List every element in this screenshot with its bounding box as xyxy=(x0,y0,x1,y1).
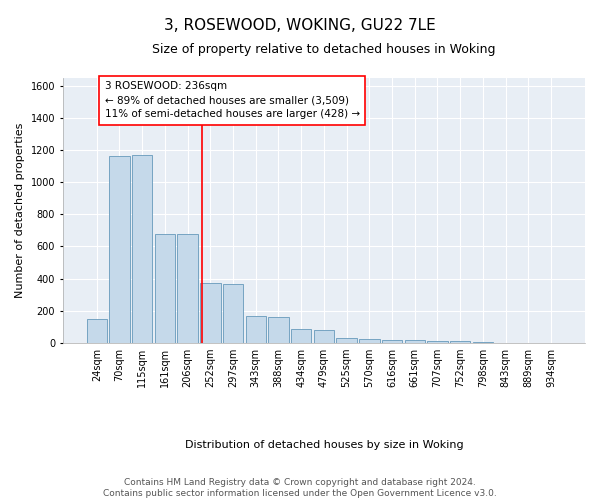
Bar xyxy=(178,234,198,343)
Bar xyxy=(382,340,402,343)
Text: 3 ROSEWOOD: 236sqm
← 89% of detached houses are smaller (3,509)
11% of semi-deta: 3 ROSEWOOD: 236sqm ← 89% of detached hou… xyxy=(104,82,360,120)
Bar xyxy=(268,317,289,343)
Bar xyxy=(200,282,221,343)
Bar xyxy=(86,318,107,343)
Text: Contains HM Land Registry data © Crown copyright and database right 2024.
Contai: Contains HM Land Registry data © Crown c… xyxy=(103,478,497,498)
Bar xyxy=(155,234,175,343)
Y-axis label: Number of detached properties: Number of detached properties xyxy=(15,122,25,298)
Bar xyxy=(359,339,380,343)
Bar xyxy=(337,338,357,343)
X-axis label: Distribution of detached houses by size in Woking: Distribution of detached houses by size … xyxy=(185,440,463,450)
Bar xyxy=(291,329,311,343)
Bar xyxy=(404,340,425,343)
Bar xyxy=(245,316,266,343)
Bar xyxy=(450,342,470,343)
Bar xyxy=(427,341,448,343)
Title: Size of property relative to detached houses in Woking: Size of property relative to detached ho… xyxy=(152,42,496,56)
Text: 3, ROSEWOOD, WOKING, GU22 7LE: 3, ROSEWOOD, WOKING, GU22 7LE xyxy=(164,18,436,32)
Bar xyxy=(223,284,243,343)
Bar xyxy=(132,154,152,343)
Bar xyxy=(109,156,130,343)
Bar xyxy=(314,330,334,343)
